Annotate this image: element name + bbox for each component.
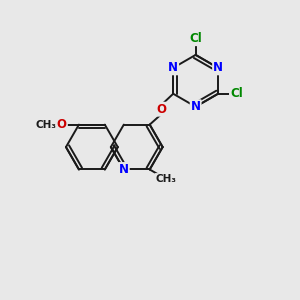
Text: N: N — [190, 100, 201, 113]
Text: CH₃: CH₃ — [35, 120, 56, 130]
Text: Cl: Cl — [230, 87, 243, 100]
Text: O: O — [57, 118, 67, 131]
Text: Cl: Cl — [189, 32, 202, 45]
Text: N: N — [119, 163, 129, 176]
Text: N: N — [168, 61, 178, 74]
Text: CH₃: CH₃ — [155, 174, 176, 184]
Text: O: O — [157, 103, 166, 116]
Text: N: N — [213, 61, 223, 74]
